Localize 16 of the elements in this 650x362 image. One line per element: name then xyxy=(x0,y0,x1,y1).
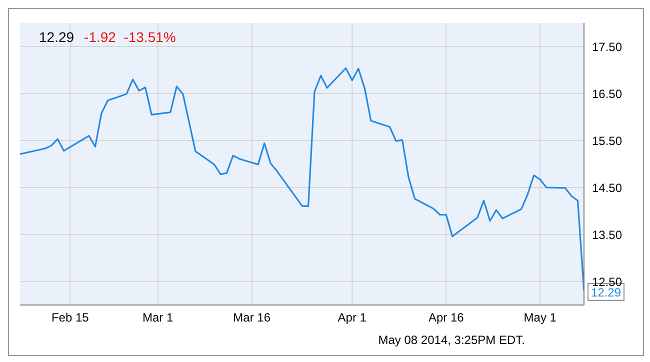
text: May 08 2014, 3:25PM EDT. xyxy=(378,333,525,347)
x-tick-label: May 1 xyxy=(524,310,557,325)
x-tick-label: Apr 16 xyxy=(428,310,464,325)
chart-title: 12.29 xyxy=(39,29,74,45)
y-tick-label: 16.50 xyxy=(592,86,622,101)
y-tick-label: 17.50 xyxy=(592,40,622,54)
y-tick-label: 13.50 xyxy=(592,228,622,242)
x-tick-label: Apr 1 xyxy=(338,310,367,325)
x-tick-label: Feb 15 xyxy=(51,310,90,325)
line-series xyxy=(20,67,584,292)
annotation: 12.29 xyxy=(590,285,622,300)
y-tick-label: 15.50 xyxy=(592,134,622,148)
x-tick-label: Mar 1 xyxy=(142,310,174,325)
x-tick-label: Mar 16 xyxy=(233,310,271,325)
y-tick-label: 14.50 xyxy=(592,180,622,195)
chart-subtitle: -1.92 -13.51% xyxy=(84,29,176,45)
